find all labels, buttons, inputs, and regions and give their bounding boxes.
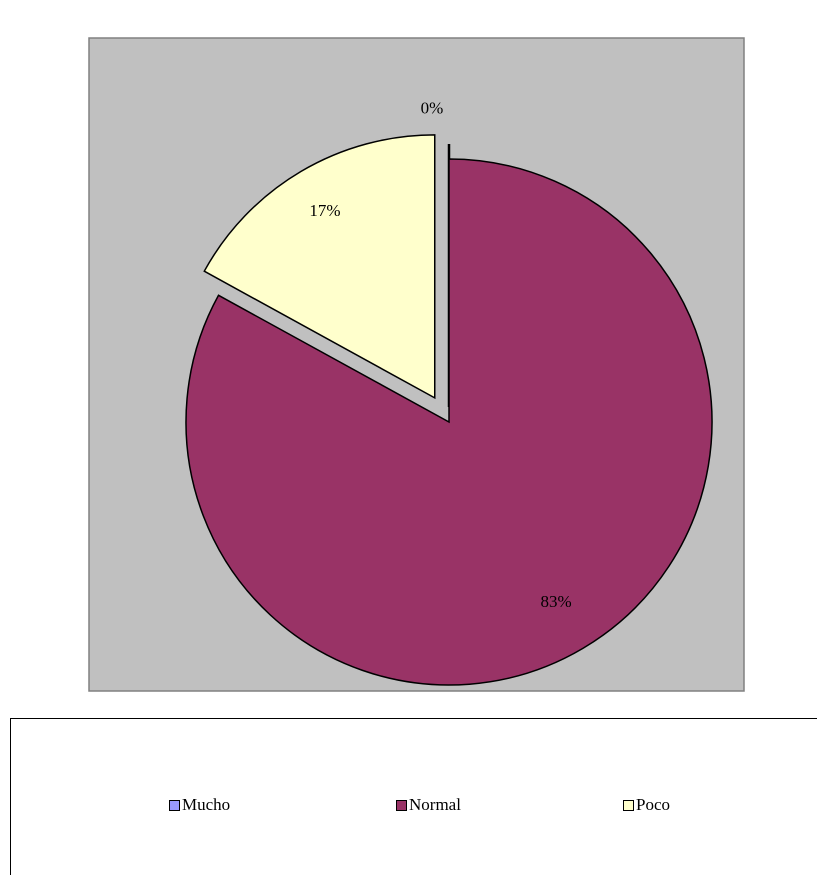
data-label-normal: 83%: [541, 592, 572, 611]
pie-slice-normal: [185, 158, 713, 686]
legend-label-normal: Normal: [409, 795, 461, 814]
pie-slice-labels: 0% 83% 17%: [309, 99, 571, 611]
legend-item-mucho: Mucho: [169, 795, 230, 815]
legend-item-poco: Poco: [623, 795, 670, 815]
pie-slice-poco: [203, 134, 436, 400]
legend-swatch-mucho: [169, 799, 180, 811]
legend-swatch-poco: [623, 799, 634, 811]
pie-slices: [185, 134, 713, 686]
data-label-poco: 17%: [309, 201, 340, 220]
legend: Mucho Normal Poco: [10, 718, 817, 875]
legend-label-poco: Poco: [636, 795, 670, 814]
pie-chart: 0% 83% 17%: [88, 37, 745, 692]
legend-label-mucho: Mucho: [182, 795, 231, 814]
legend-swatch-normal: [396, 799, 407, 811]
legend-item-normal: Normal: [396, 795, 461, 815]
data-label-mucho: 0%: [421, 99, 444, 118]
